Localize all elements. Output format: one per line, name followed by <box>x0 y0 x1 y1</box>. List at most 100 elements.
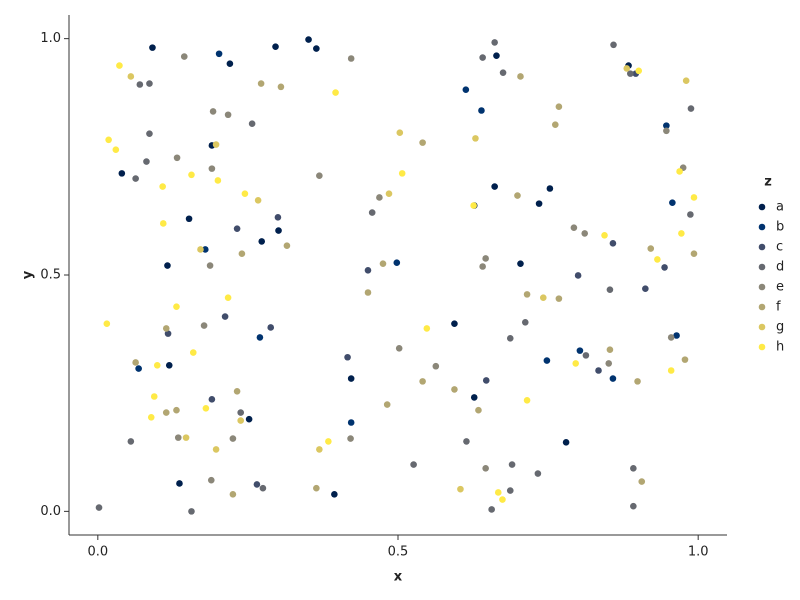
point <box>393 259 401 267</box>
point <box>253 481 261 488</box>
point <box>488 506 495 513</box>
point <box>229 435 237 442</box>
point <box>470 394 478 401</box>
point <box>642 285 649 293</box>
point <box>188 508 195 515</box>
point <box>313 484 320 492</box>
x-tick-label: 0.5 <box>388 545 409 560</box>
point <box>432 362 440 370</box>
point <box>654 256 661 263</box>
point <box>482 465 489 472</box>
legend-marker <box>758 343 766 351</box>
point <box>678 230 685 237</box>
point <box>482 255 489 262</box>
point <box>634 378 641 385</box>
point <box>112 146 120 154</box>
point <box>661 264 668 271</box>
point <box>147 413 155 421</box>
point <box>347 419 355 426</box>
point <box>159 183 166 190</box>
point <box>574 272 582 279</box>
point <box>226 60 234 67</box>
point <box>368 209 376 216</box>
point <box>419 378 426 385</box>
point <box>398 170 406 177</box>
point <box>277 83 285 91</box>
point <box>347 55 355 62</box>
point <box>638 478 646 485</box>
point <box>149 44 156 51</box>
point <box>164 330 172 337</box>
point <box>201 246 209 253</box>
x-tick-label: 0.0 <box>87 545 108 560</box>
point <box>209 108 217 115</box>
point <box>673 332 680 339</box>
y-tick-label: 0.0 <box>40 504 61 519</box>
point <box>451 320 458 327</box>
point <box>173 303 180 310</box>
point <box>499 69 507 76</box>
point <box>164 262 171 269</box>
point <box>555 103 563 111</box>
point <box>305 36 312 43</box>
point <box>479 54 486 61</box>
point <box>146 80 153 87</box>
legend-label: d <box>776 260 784 275</box>
point <box>241 190 249 197</box>
point <box>508 461 516 468</box>
point <box>555 295 563 302</box>
point <box>595 367 602 374</box>
point <box>395 344 403 352</box>
point <box>332 89 339 96</box>
legend-label: g <box>776 320 784 335</box>
point <box>499 496 506 503</box>
point <box>606 346 614 353</box>
point <box>118 170 126 177</box>
point <box>153 361 161 369</box>
point <box>182 434 190 441</box>
point <box>410 461 417 468</box>
point <box>364 266 372 274</box>
point <box>576 347 584 354</box>
x-tick-label: 1.0 <box>688 545 709 560</box>
point <box>173 154 181 162</box>
point <box>135 365 142 372</box>
point <box>379 260 387 267</box>
point <box>690 194 698 201</box>
point <box>316 446 323 453</box>
legend-marker <box>758 283 766 291</box>
point <box>521 318 529 326</box>
point <box>627 70 634 77</box>
point <box>606 286 614 293</box>
point <box>95 504 103 511</box>
point <box>457 485 464 493</box>
point <box>165 361 173 369</box>
point <box>127 73 135 80</box>
legend-label: f <box>776 300 781 315</box>
point <box>208 396 216 403</box>
point <box>470 202 477 209</box>
point <box>551 121 559 128</box>
legend-title: z <box>764 175 772 190</box>
point <box>325 438 332 445</box>
point <box>162 325 170 332</box>
point <box>200 322 208 329</box>
point <box>162 409 170 416</box>
point <box>523 291 531 298</box>
point <box>535 200 543 207</box>
point <box>667 334 675 341</box>
point <box>344 353 351 361</box>
point <box>630 502 637 510</box>
point <box>316 172 323 180</box>
point <box>472 135 479 142</box>
point <box>546 185 554 192</box>
y-axis-title: y <box>21 270 36 279</box>
legend-label: a <box>776 200 784 215</box>
point <box>116 62 123 69</box>
point <box>601 231 608 239</box>
legend-marker <box>758 323 766 331</box>
point <box>482 377 490 384</box>
point <box>229 491 237 498</box>
